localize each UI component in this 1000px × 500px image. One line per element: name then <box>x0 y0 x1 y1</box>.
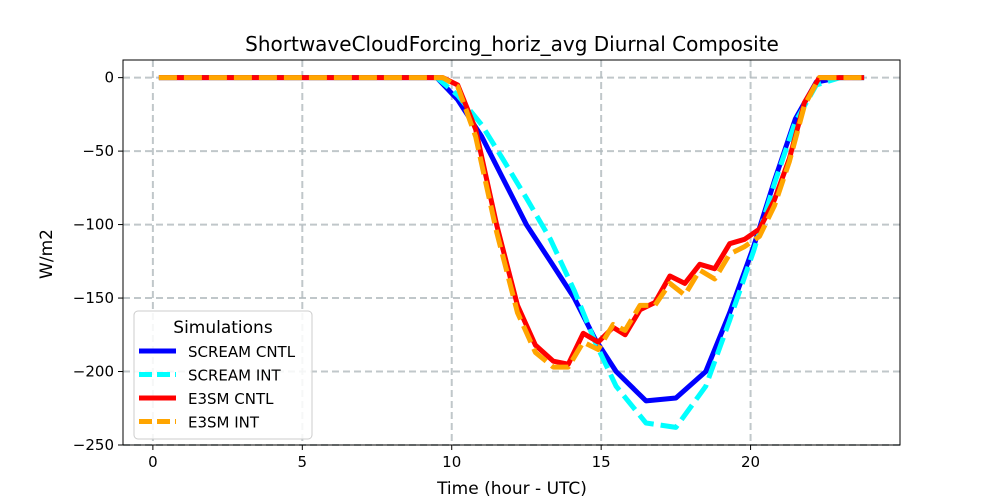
legend-label: E3SM CNTL <box>188 390 274 408</box>
plot-frame <box>122 59 901 446</box>
x-tick-label: 5 <box>298 453 308 471</box>
y-tick-label: −250 <box>73 436 114 454</box>
legend-box <box>133 310 313 440</box>
legend-label: E3SM INT <box>188 414 260 432</box>
series-layer <box>158 75 865 430</box>
x-tick-label: 0 <box>148 453 158 471</box>
x-tick-label: 15 <box>592 453 611 471</box>
x-axis-label: Time (hour - UTC) <box>436 479 587 499</box>
legend-entries: SCREAM CNTL SCREAM INT E3SM CNTL E3SM INT <box>139 343 296 432</box>
y-tick-label: −150 <box>73 289 114 307</box>
x-tick-label: 10 <box>442 453 461 471</box>
series-line-scream-int <box>158 75 865 430</box>
y-axis-label: W/m2 <box>37 229 57 279</box>
series-line-e3sm-int <box>158 75 865 370</box>
legend: Simulations SCREAM CNTL SCREAM INT E3SM CN… <box>133 310 313 440</box>
y-tick-label: 0 <box>104 69 114 87</box>
y-tick-label: −50 <box>82 142 114 160</box>
y-tick-label: −100 <box>73 216 114 234</box>
y-tick-label: −200 <box>73 363 114 381</box>
legend-title: Simulations <box>173 318 273 338</box>
legend-label: SCREAM CNTL <box>188 343 296 361</box>
x-tick-label: 20 <box>741 453 760 471</box>
chart-title: ShortwaveCloudForcing_horiz_avg Diurnal … <box>245 32 779 56</box>
legend-label: SCREAM INT <box>188 367 282 385</box>
tick-layer: 0 5 10 15 20 0 −50 −100 −150 −200 −250 <box>73 69 760 471</box>
